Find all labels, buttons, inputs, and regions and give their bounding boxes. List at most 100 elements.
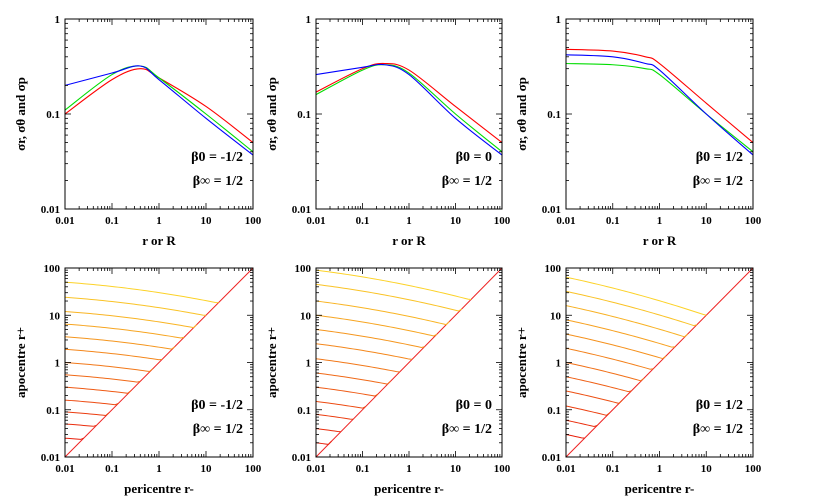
x-tick-label: 100 [494,215,511,227]
y-tick-label: 0.01 [41,204,60,216]
y-axis-label: σr, σθ and σp [13,77,28,151]
y-tick-label: 10 [49,310,61,322]
beta-annotation: β∞ = 1/2 [193,174,243,189]
panel-top-right: 0.01 0.1 1 10 100 0.01 0.1 1 r or R σr, σθ and σp… [514,14,762,248]
series-line-blue [65,65,253,156]
orbit-contour-line [566,405,610,416]
y-axis-label: apocentre r+ [264,327,279,398]
x-tick-label: 0.1 [105,215,119,227]
orbit-contour-line [566,276,707,316]
y-tick-label: 100 [545,263,562,275]
y-tick-label: 1 [55,358,61,370]
x-axis-label: pericentre r- [124,481,194,496]
beta-annotation: β0 = 1/2 [696,398,743,413]
x-tick-label: 1 [657,215,663,227]
panel-bottom-right: 0.01 0.1 1 10 100 0.01 0.1 1 10 100 pericentre r-a… [514,263,762,496]
orbit-contour-line [65,362,154,373]
x-tick-label: 10 [701,215,713,227]
series-line-red [316,62,502,144]
series-line-blue [566,54,753,156]
orbit-contour-line [316,400,366,409]
orbit-contour-line [65,348,163,361]
orbit-contour-line [566,433,585,439]
y-tick-label: 0.1 [297,109,311,121]
x-tick-label: 1 [156,463,162,475]
x-tick-label: 1 [406,215,412,227]
series-line-red [566,48,753,144]
orbit-contour-line [316,314,438,337]
series-line-green [316,64,502,153]
orbit-contour-line [316,300,450,326]
y-tick-label: 0.01 [292,204,311,216]
plot-area [566,268,753,457]
y-tick-label: 0.1 [46,109,60,121]
plot-area [566,48,753,156]
x-axis-label: r or R [392,233,426,248]
x-tick-label: 100 [494,463,511,475]
plot-area [65,268,253,457]
orbit-contour-line [65,323,185,339]
x-tick-label: 0.1 [105,463,119,475]
orbit-contour-line [65,423,97,427]
orbit-contour-line [65,399,119,406]
series-line-green [65,65,253,153]
orbit-contour-line [566,305,688,338]
orbit-contour-line [316,269,472,300]
plot-area [65,65,253,156]
orbit-contour-line [65,386,132,394]
y-tick-label: 1 [306,358,312,370]
orbit-contour-line [65,296,207,316]
orbit-contour-line [316,328,425,348]
beta-annotation: β∞ = 1/2 [442,174,492,189]
x-tick-label: 0.1 [356,215,370,227]
beta-annotation: β∞ = 1/2 [693,174,743,189]
y-axis-label: σr, σθ and σp [514,77,529,151]
series-line-red [65,68,253,144]
x-tick-label: 0.1 [606,215,620,227]
orbit-contour-line [65,336,175,350]
y-tick-label: 0.01 [292,452,311,464]
y-tick-label: 100 [44,263,61,275]
x-tick-label: 100 [245,463,262,475]
x-tick-label: 0.1 [606,463,620,475]
orbit-contour-line [566,333,667,360]
orbit-contour-line [316,386,379,397]
orbit-contour-line [566,390,623,404]
x-tick-label: 0.01 [55,463,74,475]
orbit-contour-line [566,362,645,382]
beta-annotation: β∞ = 1/2 [693,422,743,437]
y-axis-label: σr, σθ and σp [264,77,279,151]
orbit-contour-line [566,319,676,348]
y-axis-label: apocentre r+ [514,327,529,398]
x-tick-label: 1 [406,463,412,475]
y-tick-label: 1 [306,14,312,26]
orbit-contour-line [316,358,400,373]
x-tick-label: 10 [450,463,462,475]
series-line-blue [316,63,502,156]
beta-annotation: β∞ = 1/2 [193,422,243,437]
beta-annotation: β0 = 0 [456,398,492,413]
y-tick-label: 0.01 [41,452,60,464]
x-tick-label: 10 [201,215,213,227]
orbit-contour-line [316,283,462,312]
orbit-contour-line [65,374,141,383]
orbit-contour-line [65,311,197,329]
y-tick-label: 0.1 [46,405,60,417]
orbit-contour-line [65,411,110,417]
orbit-contour-line [316,428,341,433]
x-tick-label: 1 [657,463,663,475]
orbit-contour-line [316,413,354,420]
x-tick-label: 0.01 [306,215,325,227]
x-tick-label: 0.01 [306,463,325,475]
plot-area [316,62,502,156]
y-tick-label: 100 [295,263,312,275]
x-tick-label: 1 [156,215,162,227]
y-tick-label: 10 [300,310,312,322]
y-tick-label: 0.1 [297,405,311,417]
y-tick-label: 1 [556,358,562,370]
x-axis-label: r or R [142,233,176,248]
panel-top-left: 0.01 0.1 1 10 100 0.01 0.1 1 r or R σr, σθ and σp… [13,14,262,248]
x-axis-label: pericentre r- [374,481,444,496]
orbit-contour-line [566,290,698,327]
